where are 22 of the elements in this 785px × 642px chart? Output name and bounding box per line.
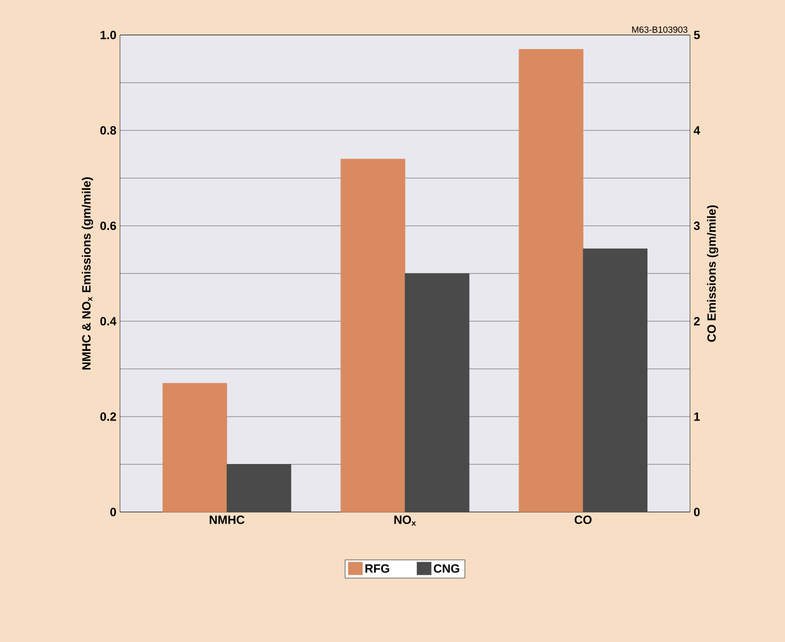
y2-tick-label: 5 bbox=[694, 30, 700, 40]
bar bbox=[162, 383, 228, 512]
y-tick-label: 0.4 bbox=[100, 316, 116, 326]
y-tick-label: 0.6 bbox=[100, 222, 116, 230]
y-axis-title: NMHC & NO$_{x}$ Emissions (gm/mile) bbox=[82, 177, 94, 370]
y-tick-label: 0 bbox=[110, 508, 116, 516]
y2-tick-label: 3 bbox=[694, 222, 700, 230]
y-tick-label: 0.2 bbox=[100, 412, 116, 421]
y-tick-label: 1.0 bbox=[100, 30, 116, 40]
y2-tick-label: 4 bbox=[694, 126, 700, 135]
bar bbox=[340, 158, 406, 512]
text: M63-B103903 bbox=[632, 26, 688, 33]
x-tick-label: NMHC bbox=[210, 516, 244, 524]
y2-axis-title: CO Emissions (gm/mile) bbox=[707, 205, 718, 342]
y2-tick-label: 0 bbox=[694, 508, 700, 516]
y-tick-label: 0.8 bbox=[100, 126, 116, 135]
y2-tick-label: 1 bbox=[694, 412, 700, 421]
y2-tick-label: 2 bbox=[694, 317, 700, 326]
x-tick-label: CO bbox=[574, 516, 592, 524]
x-tick-label: NO$_{x}$ bbox=[394, 516, 416, 526]
legend-label: RFG bbox=[365, 564, 390, 573]
legend-label: CNG bbox=[434, 564, 460, 573]
